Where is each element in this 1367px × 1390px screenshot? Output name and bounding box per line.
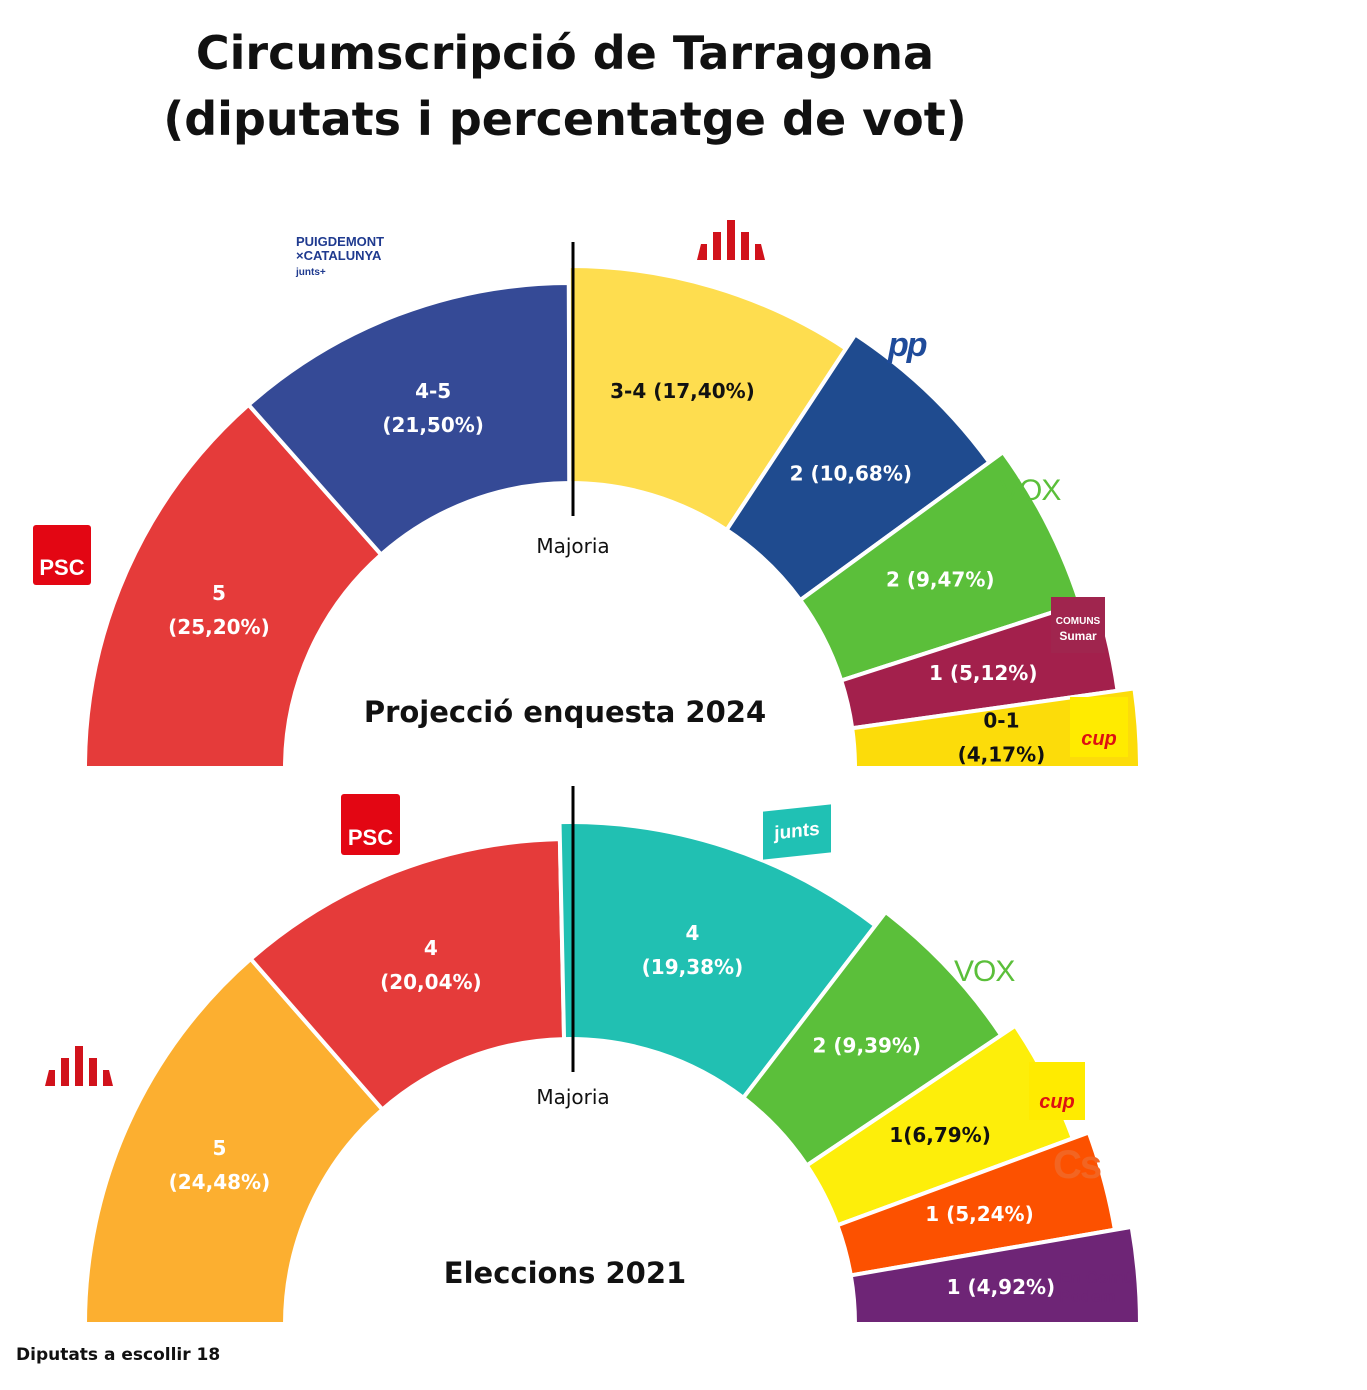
- segment-label-pct: (25,20%): [168, 615, 270, 639]
- psc-logo-text: PSC: [39, 555, 85, 580]
- segment-en-com-podem: [848, 1224, 1143, 1326]
- figure-title-line2: (diputats i percentatge de vot): [163, 92, 967, 146]
- en-comu-podem-logo: En Comú Podem: [1059, 1268, 1134, 1306]
- cup-logo-text: cup: [1039, 1091, 1075, 1113]
- segment-label: 4: [424, 936, 438, 960]
- comuns-sumar-logo: COMUNS Sumar: [1051, 597, 1105, 653]
- erc-stripe: [103, 1070, 113, 1086]
- comuns-logo-line2: Sumar: [1059, 629, 1097, 643]
- psc-logo-2024: PSC: [33, 525, 91, 585]
- segment-label: 2 (9,47%): [886, 567, 995, 591]
- puigdemont-logo-line3: junts+: [296, 267, 326, 278]
- segment-label: 5: [212, 1136, 226, 1160]
- comuns-logo-line1: COMUNS: [1055, 616, 1101, 627]
- segment-label: 1 (4,92%): [947, 1275, 1056, 1299]
- segment-label: 1 (5,12%): [929, 661, 1038, 685]
- vox-logo-2024: VOX: [1000, 474, 1061, 508]
- pp-logo-text: pp: [888, 326, 928, 364]
- segment-puigdemont-x-catalunya: [245, 280, 572, 558]
- erc-stripe: [755, 244, 765, 260]
- vox-logo-text: VOX: [1000, 474, 1061, 507]
- figure-title: Circumscripció de Tarragona (diputats i …: [0, 20, 1130, 152]
- segment-erc: [82, 956, 386, 1326]
- segment-label: 0-1: [983, 709, 1019, 733]
- segment-label: 5: [212, 581, 226, 605]
- cup-logo-2024: cup: [1070, 697, 1128, 757]
- junts-logo-text: junts: [774, 818, 820, 845]
- erc-logo-2024: [697, 220, 765, 260]
- segment-psc: [82, 401, 384, 770]
- segment-label: 4: [685, 921, 699, 945]
- erc-stripe: [45, 1070, 55, 1086]
- seats-footer: Diputats a escollir 18: [16, 1345, 221, 1365]
- junts-logo: junts: [763, 804, 831, 860]
- puigdemont-logo-line2: ×CATALUNYA: [296, 248, 382, 263]
- segment-label-pct: (21,50%): [382, 413, 484, 437]
- vox-logo-2021: VOX: [954, 955, 1015, 989]
- erc-stripe: [713, 232, 721, 260]
- majority-label: Majoria: [536, 1085, 609, 1109]
- chart-projeccio-2024: 5 (25,20%) 4-5 (21,50%) 3-4 (17,40%) 2 (10,68…: [82, 242, 1143, 770]
- figure-title-line1: Circumscripció de Tarragona: [195, 26, 935, 80]
- erc-stripe: [741, 232, 749, 260]
- pp-logo: pp: [888, 326, 928, 365]
- segment-label-pct: (20,04%): [380, 970, 482, 994]
- segment-label-pct: (24,48%): [169, 1170, 271, 1194]
- erc-logo-2021: [45, 1046, 113, 1086]
- erc-stripe: [727, 220, 735, 260]
- segment-label: 3-4 (17,40%): [610, 379, 755, 403]
- chart-title: Eleccions 2021: [444, 1256, 686, 1290]
- segment-label: 4-5: [415, 379, 451, 403]
- puigdemont-logo: PUIGDEMONT ×CATALUNYA junts+: [296, 235, 396, 280]
- erc-stripe: [89, 1058, 97, 1086]
- segment-label: 1(6,79%): [889, 1123, 991, 1147]
- ecp-logo-line1: En Comú: [1059, 1268, 1134, 1287]
- erc-stripe: [75, 1046, 83, 1086]
- segment-label-pct: (19,38%): [642, 955, 744, 979]
- segment-junts: [557, 820, 879, 1101]
- segment-label: 2 (10,68%): [790, 461, 912, 485]
- erc-stripe: [697, 244, 707, 260]
- segment-label: 2 (9,39%): [813, 1034, 922, 1058]
- chart-eleccions-2021: 5 (24,48%) 4 (20,04%) 4 (19,38%) 2 (9,39%) 1(6,…: [82, 786, 1143, 1326]
- psc-logo-2021: PSC: [341, 794, 400, 855]
- segment-label-pct: (4,17%): [958, 743, 1046, 767]
- cs-logo-text: Cs: [1053, 1143, 1102, 1187]
- chart-title: Projecció enquesta 2024: [364, 695, 766, 729]
- segment-label: 1 (5,24%): [925, 1202, 1034, 1226]
- ecp-logo-line2: Podem: [1059, 1287, 1116, 1306]
- cs-logo: Cs: [1053, 1143, 1102, 1188]
- psc-logo-text: PSC: [347, 825, 394, 850]
- erc-stripe: [61, 1058, 69, 1086]
- segment-cup: [849, 686, 1143, 770]
- puigdemont-logo-line1: PUIGDEMONT: [296, 234, 385, 249]
- majority-label: Majoria: [536, 534, 609, 558]
- cup-logo-text: cup: [1081, 728, 1117, 750]
- cup-logo-2021: cup: [1029, 1062, 1085, 1120]
- vox-logo-text: VOX: [954, 955, 1015, 988]
